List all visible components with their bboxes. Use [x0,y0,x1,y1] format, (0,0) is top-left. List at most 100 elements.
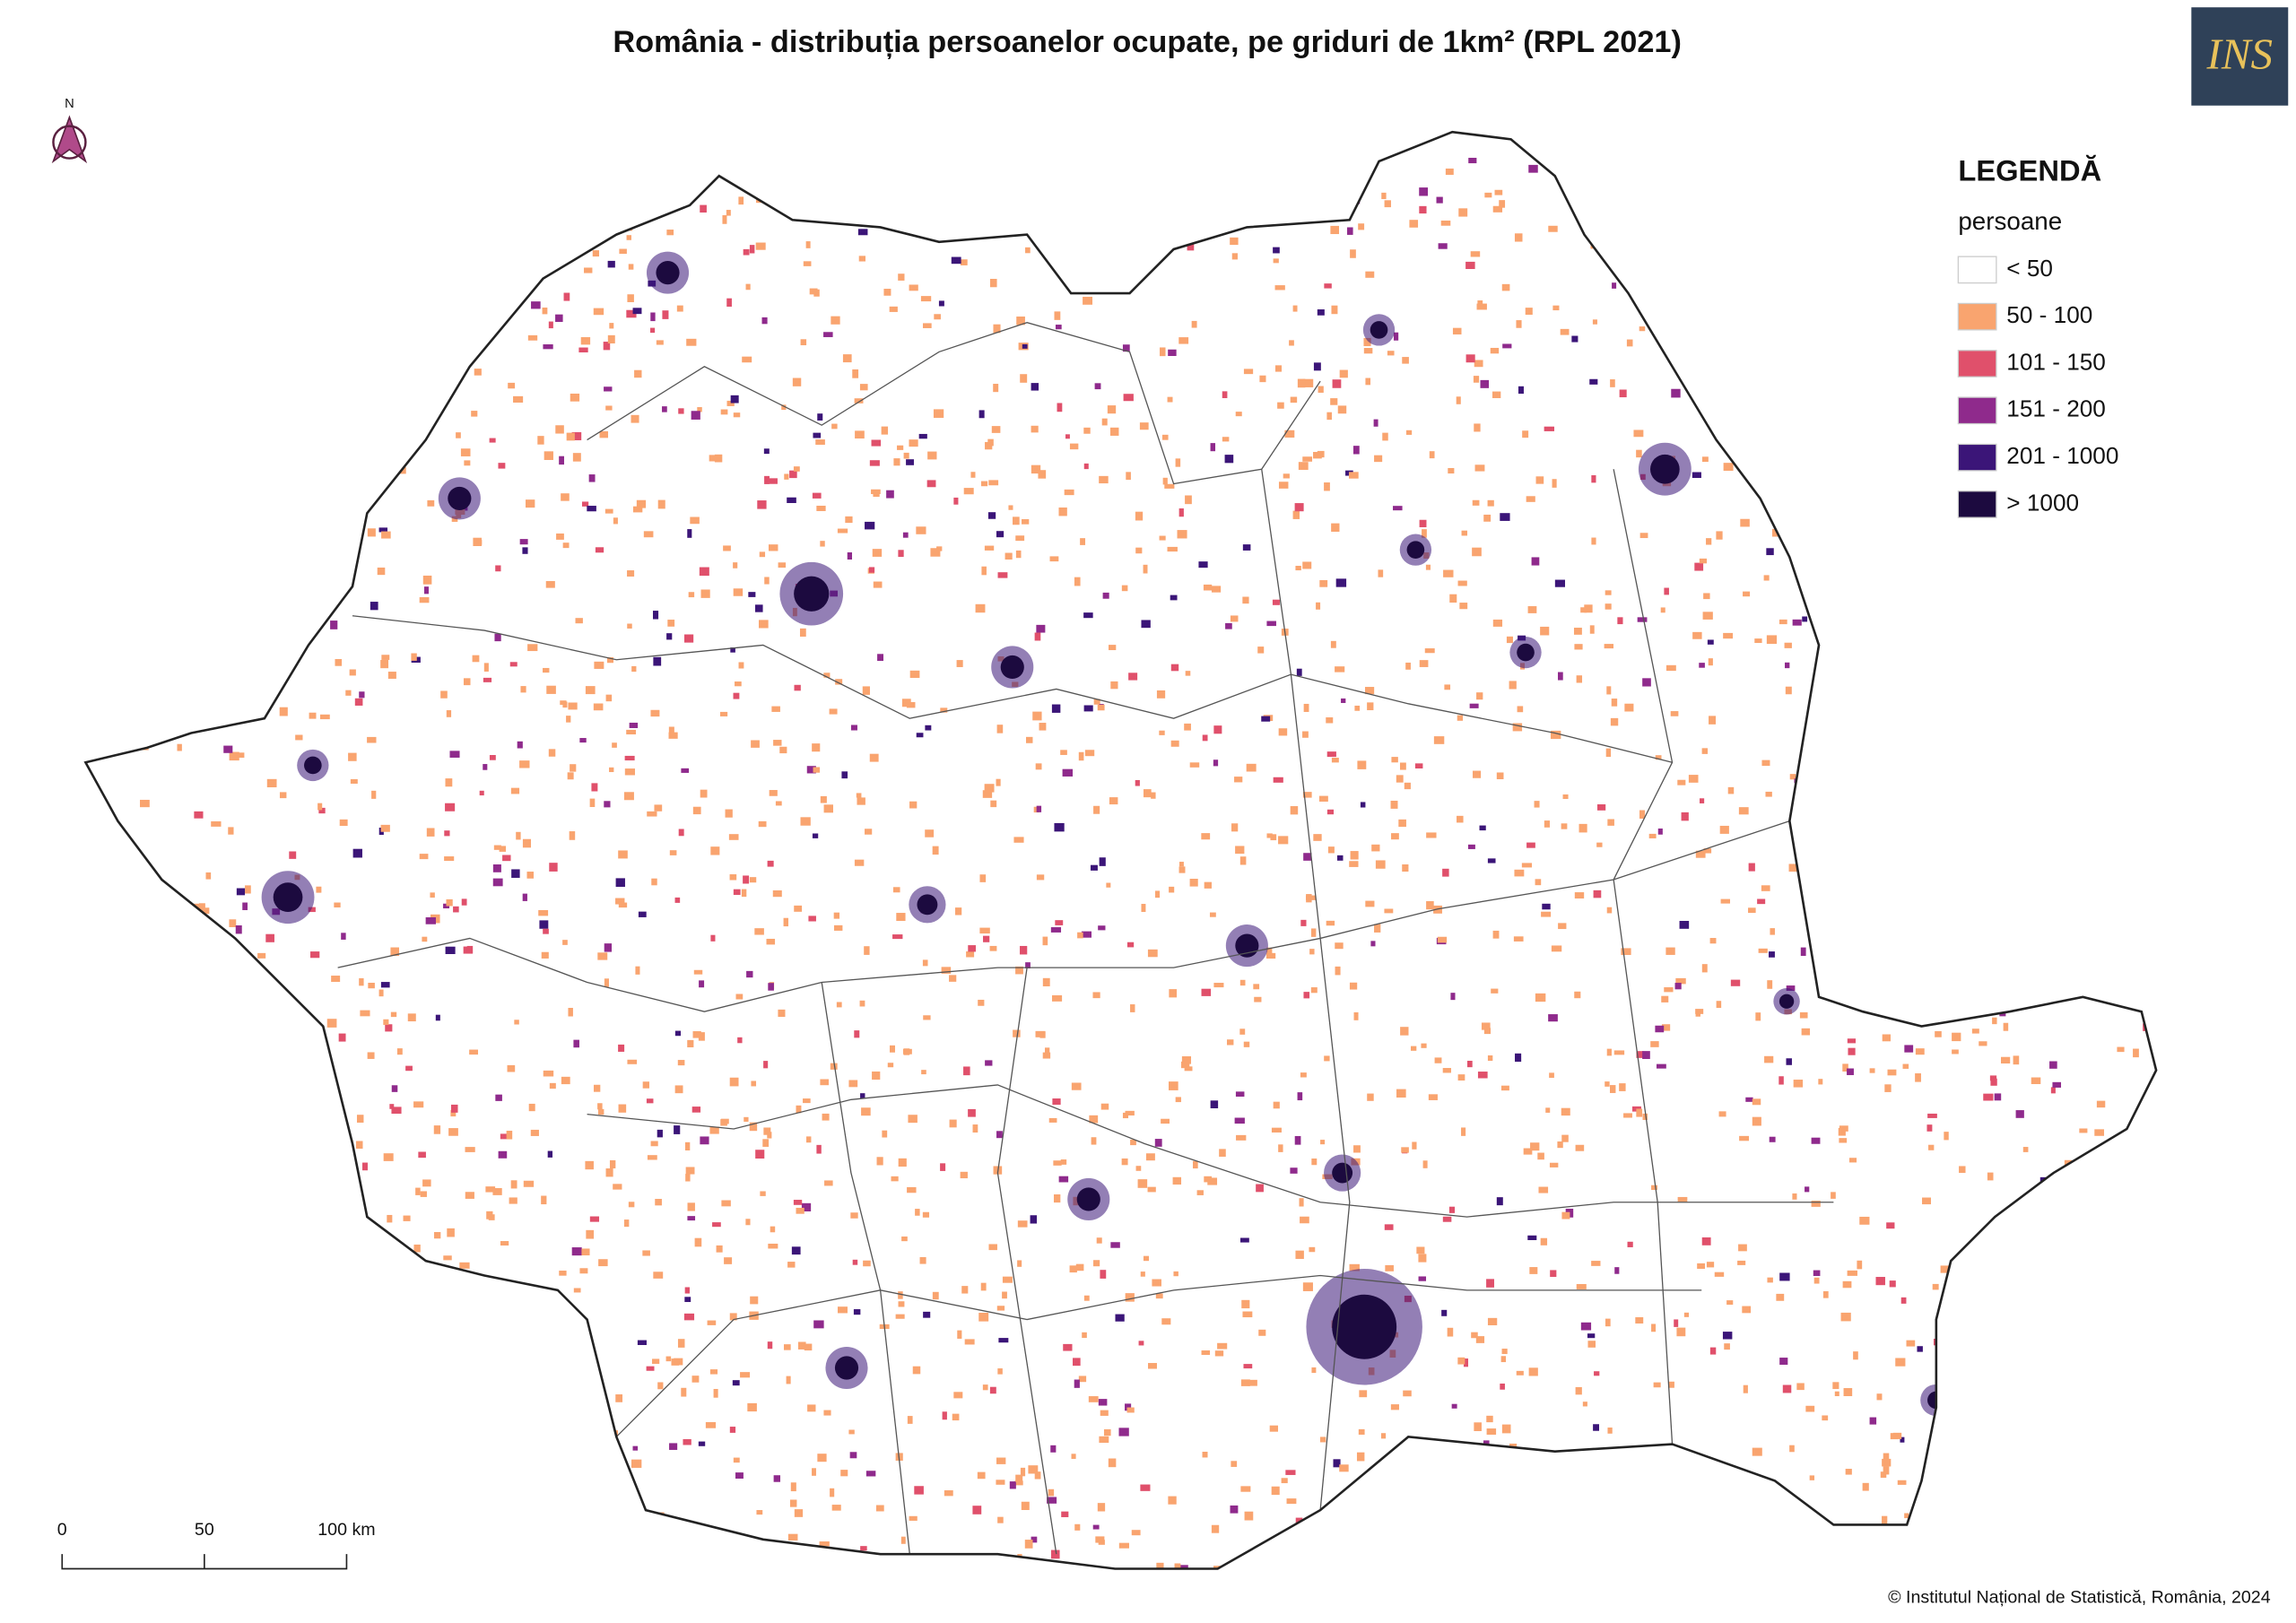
logo-text: INS [2206,30,2274,79]
grid-cell [1300,1072,1307,1078]
grid-cell [1125,1293,1135,1302]
grid-cell [759,620,769,629]
grid-cell [900,1536,906,1544]
grid-cell [1164,483,1175,489]
grid-cell [464,460,471,466]
grid-cell [588,474,596,482]
grid-cell [903,452,909,459]
grid-cell [651,878,657,886]
grid-cell [1496,1197,1503,1206]
grid-cell [1528,164,1538,173]
grid-cell [755,1150,765,1159]
grid-cell [618,1104,627,1113]
grid-cell [405,1065,413,1072]
grid-cell [1083,296,1093,305]
grid-cell [1108,1458,1117,1468]
grid-cell [1020,945,1028,955]
grid-cell [1699,663,1705,668]
grid-cell [953,497,959,505]
grid-cell [631,1459,642,1468]
grid-cell [383,1019,389,1026]
grid-cell [1720,898,1730,904]
grid-cell [1324,1055,1330,1062]
grid-cell [1242,596,1249,604]
grid-cell [1100,1270,1107,1279]
city-core [1235,933,1259,958]
grid-cell [1242,544,1251,551]
grid-cell [510,1180,517,1189]
grid-cell [1604,644,1613,649]
grid-cell [1535,993,1546,1002]
grid-cell [362,1162,368,1171]
grid-cell [1862,1482,1869,1491]
grid-cell [1470,251,1481,257]
grid-cell [1319,580,1328,587]
grid-cell [489,438,496,443]
grid-cell [1421,1043,1427,1048]
grid-cell [1217,1342,1228,1350]
grid-cell [1060,1159,1067,1165]
grid-cell [1071,1454,1076,1459]
grid-cell [745,1219,751,1226]
grid-cell [806,1136,812,1143]
grid-cell [1743,591,1751,597]
grid-cell [1506,636,1513,644]
grid-cell [823,1410,831,1416]
grid-cell [1706,1262,1715,1268]
grid-cell [830,1488,835,1497]
grid-cell [784,473,789,480]
grid-cell [1065,434,1070,439]
city-core [448,486,472,510]
grid-cell [1845,1469,1852,1475]
grid-cell [1449,594,1457,603]
grid-cell [1311,1158,1318,1166]
grid-cell [1606,1048,1612,1056]
grid-cell [732,1380,740,1386]
grid-cell [1302,792,1312,798]
grid-cell [1707,639,1714,645]
grid-cell [918,433,927,439]
grid-cell [1473,376,1480,383]
grid-cell [1331,523,1340,532]
grid-cell [1048,1488,1055,1497]
grid-cell [1050,927,1062,933]
grid-cell [692,1031,701,1038]
grid-cell [367,1052,375,1059]
grid-cell [733,562,738,568]
grid-cell [1348,472,1359,479]
grid-cell [383,1153,394,1161]
grid-cell [1716,531,1723,540]
grid-cell [1674,1319,1679,1327]
grid-cell [656,340,664,345]
border [996,968,1057,1555]
grid-cell [1053,1160,1062,1166]
border [352,615,1673,763]
grid-cell [1561,1134,1569,1142]
grid-cell [1204,1176,1213,1183]
grid-cell [1517,706,1524,713]
grid-cell [1515,1053,1522,1063]
grid-cell [1123,394,1134,402]
map-title: România - distribuția persoanelor ocupat… [613,25,1682,59]
grid-cell [1148,1363,1157,1369]
grid-cell [1097,704,1105,711]
grid-cell [699,980,705,988]
grid-cell [1424,648,1435,654]
grid-cell [842,354,852,363]
grid-cell [1664,987,1674,993]
grid-cell [2052,1081,2062,1088]
grid-cell [469,1049,479,1055]
grid-cell [863,1260,871,1267]
grid-cell [1272,599,1280,605]
grid-cell [877,654,883,662]
grid-cell [1558,923,1567,930]
grid-cell [790,1482,796,1492]
city-core [917,894,938,916]
grid-cell [1769,951,1775,958]
grid-cell [618,902,628,908]
grid-cell [700,1136,709,1145]
grid-cell [516,831,521,840]
grid-cell [2049,1061,2057,1069]
grid-cell [1367,702,1374,711]
grid-cell [831,1505,841,1511]
